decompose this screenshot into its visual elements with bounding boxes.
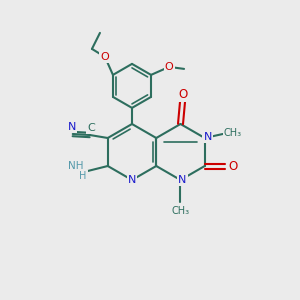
Text: O: O — [165, 62, 173, 72]
Text: N: N — [68, 122, 76, 132]
Text: O: O — [179, 88, 188, 100]
Text: O: O — [100, 52, 109, 62]
Text: O: O — [228, 160, 237, 172]
Text: NH: NH — [68, 161, 84, 171]
Text: CH₃: CH₃ — [171, 206, 190, 216]
Text: CH₃: CH₃ — [224, 128, 242, 138]
Text: N: N — [178, 175, 187, 185]
Text: N: N — [128, 175, 136, 185]
Text: C: C — [87, 123, 94, 133]
Text: H: H — [80, 171, 87, 181]
Text: N: N — [204, 132, 212, 142]
